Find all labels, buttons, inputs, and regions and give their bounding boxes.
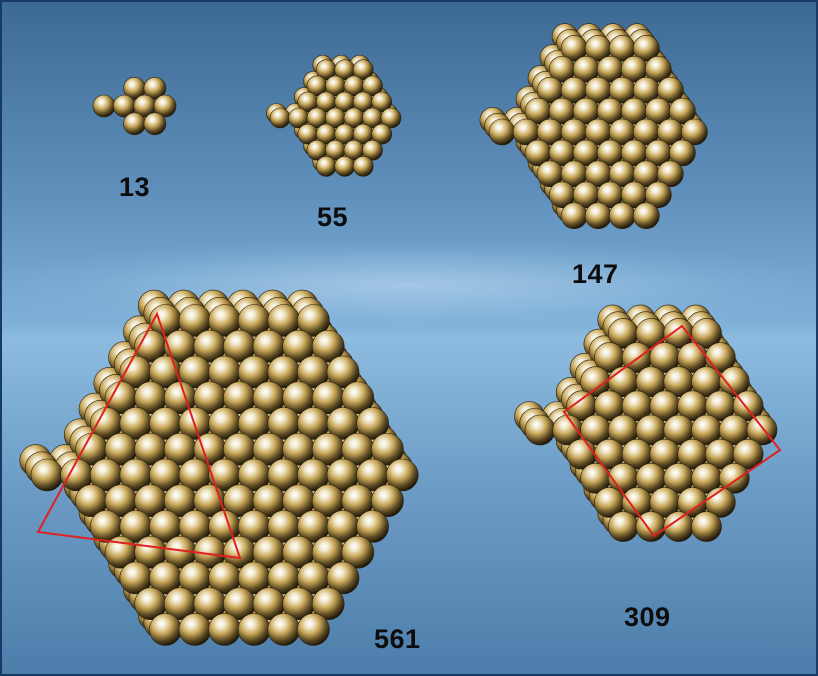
atom-sphere xyxy=(371,484,404,518)
atom-sphere xyxy=(669,97,696,125)
atom-sphere xyxy=(488,118,516,146)
cluster-309-label: 309 xyxy=(624,602,671,632)
atom-sphere xyxy=(607,511,639,542)
atom-sphere xyxy=(385,458,419,492)
cluster-309 xyxy=(514,302,787,557)
atom-sphere xyxy=(352,59,374,81)
atom-sphere xyxy=(380,107,402,129)
atom-sphere xyxy=(362,75,383,97)
atom-sphere xyxy=(691,318,722,349)
atom-sphere xyxy=(371,91,393,113)
cluster-561-label: 561 xyxy=(374,624,421,654)
atom-sphere xyxy=(732,438,764,470)
atom-sphere xyxy=(143,112,167,136)
atom-sphere xyxy=(371,432,404,466)
atom-sphere xyxy=(524,414,556,446)
atom-sphere xyxy=(352,155,374,177)
cluster-147 xyxy=(479,18,726,240)
cluster-55 xyxy=(266,54,402,180)
atom-sphere xyxy=(356,510,389,543)
atom-sphere xyxy=(269,107,291,129)
atom-sphere xyxy=(560,202,588,229)
atom-sphere xyxy=(657,76,684,104)
atom-sphere xyxy=(123,112,146,136)
facet-outline xyxy=(36,311,242,560)
atom-sphere xyxy=(30,458,64,492)
atom-sphere xyxy=(341,381,375,415)
atom-sphere xyxy=(315,155,337,177)
atom-sphere xyxy=(237,613,271,646)
atom-sphere xyxy=(334,155,356,177)
cluster-55-label: 55 xyxy=(317,202,349,232)
atom-sphere xyxy=(669,139,696,167)
atom-sphere xyxy=(657,160,684,188)
atom-sphere xyxy=(608,202,636,229)
atom-sphere xyxy=(633,35,660,62)
atom-sphere xyxy=(92,94,116,118)
atom-sphere xyxy=(311,329,345,363)
atom-sphere xyxy=(311,587,345,621)
atom-sphere xyxy=(362,139,383,161)
atom-sphere xyxy=(732,390,764,422)
atom-sphere xyxy=(681,118,708,146)
atom-sphere xyxy=(297,613,330,646)
atom-sphere xyxy=(297,304,330,337)
cluster-13-label: 13 xyxy=(119,172,151,202)
cluster-147-label: 147 xyxy=(572,259,619,289)
facet-outline xyxy=(562,324,782,538)
atom-sphere xyxy=(718,366,750,398)
atom-sphere xyxy=(326,355,360,389)
cluster-13 xyxy=(92,68,178,144)
atom-sphere xyxy=(341,535,375,569)
atom-sphere xyxy=(691,511,722,542)
atom-sphere xyxy=(208,613,241,646)
atom-sphere xyxy=(178,613,212,646)
atom-sphere xyxy=(371,123,393,145)
atom-sphere xyxy=(356,407,389,440)
atom-sphere xyxy=(645,181,672,209)
atom-sphere xyxy=(153,94,177,118)
atom-sphere xyxy=(326,561,360,595)
atom-sphere xyxy=(267,613,301,646)
atom-sphere xyxy=(149,613,182,646)
atom-sphere xyxy=(143,76,167,100)
atom-sphere xyxy=(584,202,612,229)
atom-sphere xyxy=(645,55,672,83)
atom-sphere xyxy=(633,202,660,229)
cluster-561 xyxy=(19,270,442,670)
